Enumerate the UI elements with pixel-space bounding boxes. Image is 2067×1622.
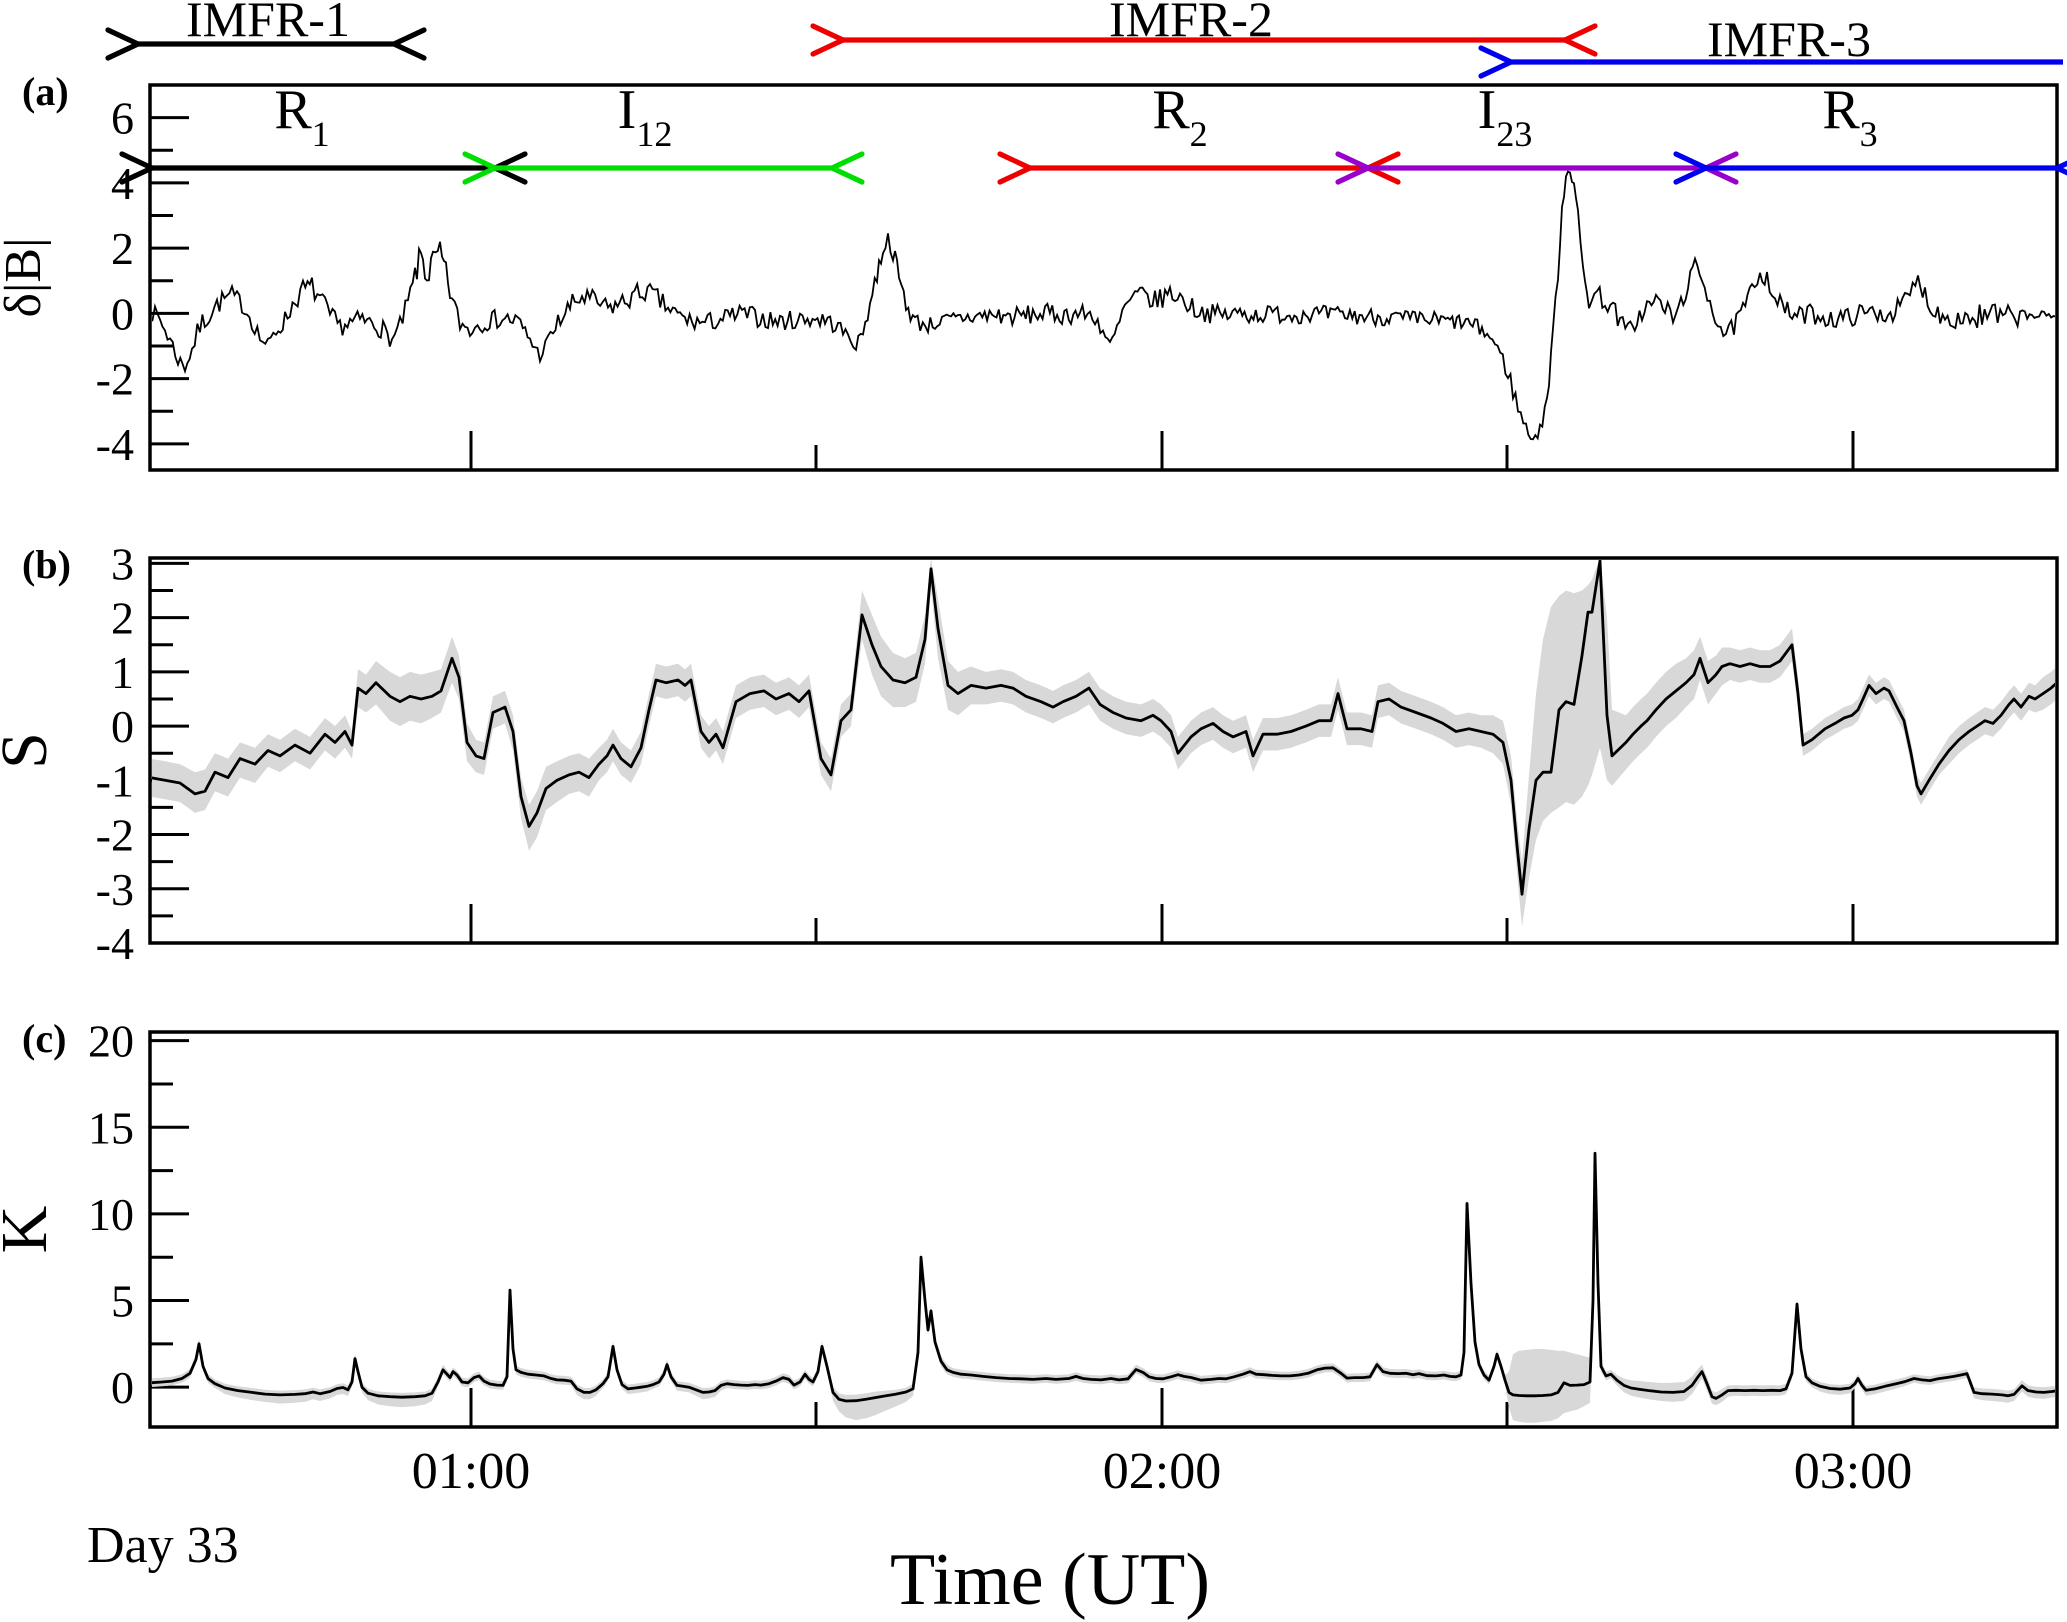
panel-a-ytick-label: 2 xyxy=(111,223,134,274)
imfr-arrow-1-head xyxy=(105,27,145,61)
interval-arrow-R3-head xyxy=(2050,160,2067,176)
panel-b-ylabel: S xyxy=(0,732,61,769)
panel-b-letter: (b) xyxy=(22,542,71,587)
panel-c-ytick-label: 20 xyxy=(88,1016,134,1067)
panel-c-ylabel: K xyxy=(0,1206,61,1254)
series-S-band xyxy=(152,560,2055,927)
panel-b-ytick-label: 2 xyxy=(111,593,134,644)
series-K-band xyxy=(152,1144,2055,1423)
panel-c-ytick-label: 15 xyxy=(88,1102,134,1153)
interval-arrow-I12: I12 xyxy=(462,79,865,185)
series-K xyxy=(152,1144,2055,1423)
interval-label-R1: R1 xyxy=(274,79,329,154)
imfr-arrow-2: IMFR-2 xyxy=(810,0,1598,57)
panel-b-ytick-label: -4 xyxy=(96,918,134,969)
imfr-label-2: IMFR-2 xyxy=(1109,0,1273,47)
x-tick-label: 03:00 xyxy=(1794,1443,1912,1500)
imfr-arrow-2-head xyxy=(810,23,850,57)
imfr-arrow-3: IMFR-3 xyxy=(1478,11,2063,79)
imfr-arrow-2-head xyxy=(1558,23,1598,57)
interval-arrow-R1: R1 xyxy=(119,79,528,185)
imfr-label-3: IMFR-3 xyxy=(1707,11,1871,67)
panel-a-ytick-label: 0 xyxy=(111,288,134,339)
x-tick-label: 02:00 xyxy=(1103,1443,1221,1500)
interval-label-I12: I12 xyxy=(618,79,673,154)
imfr-arrow-1: IMFR-1 xyxy=(105,0,427,61)
panel-b-ytick-label: -3 xyxy=(96,864,134,915)
imfr-label-1: IMFR-1 xyxy=(186,0,350,47)
panel-c-ytick-label: 0 xyxy=(111,1362,134,1413)
interval-arrow-R1-head xyxy=(119,151,159,185)
series-group xyxy=(152,170,2055,1423)
panel-b-frame xyxy=(148,556,2059,945)
series-K-line xyxy=(152,1151,2055,1403)
interval-label-R2: R2 xyxy=(1152,79,1207,154)
interval-arrow-I23: I23 xyxy=(1335,79,1739,185)
interval-arrow-R3-head xyxy=(1673,151,1713,185)
panel-a-ylabel: δ|B| xyxy=(0,237,52,317)
panel-c-frame xyxy=(148,1030,2059,1429)
panel-b-ytick-label: 1 xyxy=(111,647,134,698)
interval-label-I23: I23 xyxy=(1478,79,1533,154)
series-S-line xyxy=(152,560,2055,896)
panel-a-frame xyxy=(148,83,2059,472)
interval-arrow-I23-head xyxy=(1335,151,1375,185)
panel-c-ytick-label: 5 xyxy=(111,1276,134,1327)
interval-arrow-R2: R2 xyxy=(997,79,1401,185)
panel-c-ytick-label: 10 xyxy=(88,1189,134,1240)
imfr-arrow-1-head xyxy=(387,27,427,61)
x-axis-group: 01:00 02:00 03:00 Day 33 Time (UT) xyxy=(87,1443,1912,1621)
day-label: Day 33 xyxy=(87,1517,239,1574)
panel-b-ytick-label: 3 xyxy=(111,538,134,589)
series-S xyxy=(152,560,2055,927)
series-delta-B xyxy=(152,170,2055,441)
panel-a-letter: (a) xyxy=(22,69,69,114)
panel-a-ytick-label: -4 xyxy=(96,419,134,470)
panel-b-ytick-label: -1 xyxy=(96,755,134,806)
annotations-group: IMFR-1 IMFR-2 IMFR-3 R1 I12 R2 I23 R3 xyxy=(105,0,2067,185)
x-tick-label: 01:00 xyxy=(412,1443,530,1500)
panel-a-ytick-label: 6 xyxy=(111,93,134,144)
series-delta-B-line xyxy=(152,170,2055,441)
panel-b-ytick-label: -2 xyxy=(96,810,134,861)
interval-arrow-I12-head xyxy=(825,151,865,185)
x-axis-title: Time (UT) xyxy=(890,1539,1210,1621)
imfr-arrow-3-head xyxy=(1478,45,1518,79)
interval-label-R3: R3 xyxy=(1822,79,1877,154)
panel-b-ytick-label: 0 xyxy=(111,701,134,752)
panel-a-ytick-label: -2 xyxy=(96,354,134,405)
interval-arrow-I12-head xyxy=(462,151,502,185)
panel-c-letter: (c) xyxy=(22,1016,66,1061)
interval-arrow-R2-head xyxy=(997,151,1037,185)
interval-arrow-R3: R3 xyxy=(1673,79,2067,185)
